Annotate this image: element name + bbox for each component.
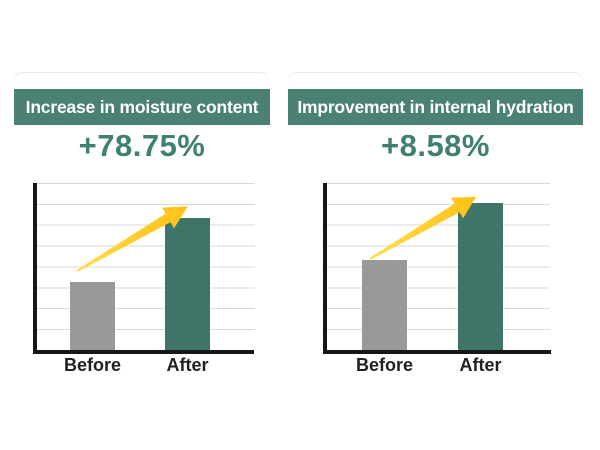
panel-top-outline	[14, 72, 270, 81]
x-axis-line	[323, 350, 551, 354]
bar-chart-plot-area	[327, 183, 550, 350]
bar-after	[165, 218, 210, 350]
category-label-after: After	[166, 355, 209, 375]
y-axis-line	[33, 183, 37, 354]
y-axis-line	[323, 183, 327, 354]
bar-after	[458, 203, 503, 350]
category-label-after: After	[459, 355, 502, 375]
percent-value: +8.58%	[380, 128, 490, 163]
bar-before	[70, 282, 115, 350]
panel-title-ribbon: Increase in moisture content	[14, 89, 270, 125]
x-axis-line	[33, 350, 254, 354]
category-label-before: Before	[355, 355, 414, 375]
panel-internal-hydration: Improvement in internal hydration +8.58%…	[288, 72, 583, 392]
panel-top-outline	[288, 72, 583, 81]
bar-chart-plot-area	[36, 183, 255, 350]
category-label-before: Before	[63, 355, 122, 375]
percent-value: +78.75%	[78, 128, 206, 163]
panel-moisture-content: Increase in moisture content +78.75% Bef…	[14, 72, 270, 392]
panel-title-ribbon: Improvement in internal hydration	[288, 89, 583, 125]
panel-title: Improvement in internal hydration	[297, 96, 574, 117]
bar-before	[362, 260, 407, 350]
panel-title: Increase in moisture content	[25, 96, 259, 117]
